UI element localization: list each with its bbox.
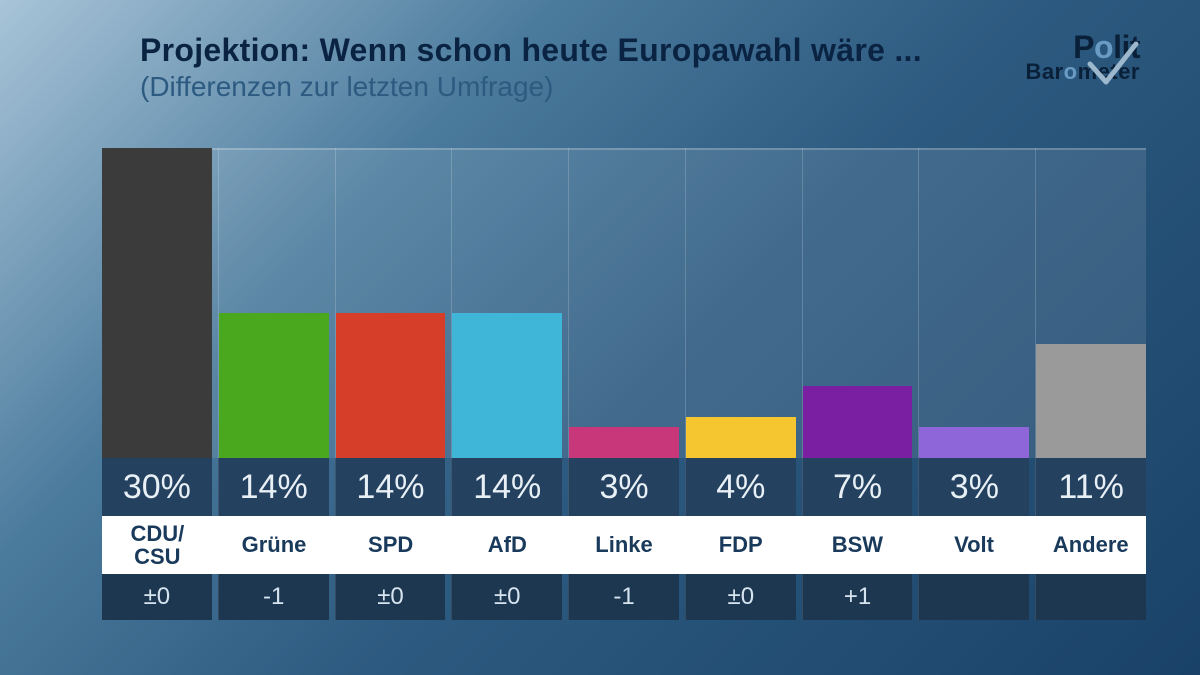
percentage-cell: 30%: [102, 458, 212, 516]
bar-wrap: [102, 148, 212, 458]
bar-wrap: [452, 148, 562, 458]
bar: [569, 427, 679, 458]
percentage-row: 30%14%14%14%3%4%7%3%11%: [102, 458, 1146, 516]
bar-wrap: [569, 148, 679, 458]
difference-cell: +1: [802, 574, 913, 620]
bar-column: [102, 148, 212, 458]
percentage-cell: 7%: [802, 458, 913, 516]
difference-cell: [1035, 574, 1146, 620]
bar-column: [218, 148, 329, 458]
bar-wrap: [803, 148, 913, 458]
party-name-cell: FDP: [685, 516, 796, 574]
logo-text: o: [1064, 59, 1078, 84]
party-name-cell: Grüne: [219, 516, 330, 574]
bar: [336, 313, 446, 458]
party-name-cell: SPD: [335, 516, 446, 574]
bars-area: [102, 148, 1146, 458]
title-block: Projektion: Wenn schon heute Europawahl …: [140, 32, 922, 103]
party-name-cell: CDU/ CSU: [102, 516, 213, 574]
bar-chart: 30%14%14%14%3%4%7%3%11% CDU/ CSUGrüneSPD…: [102, 148, 1146, 620]
percentage-cell: 14%: [451, 458, 562, 516]
bar-column: [568, 148, 679, 458]
percentage-cell: 14%: [218, 458, 329, 516]
bar-wrap: [336, 148, 446, 458]
difference-cell: ±0: [102, 574, 212, 620]
logo-text: Bar: [1025, 59, 1063, 84]
difference-row: ±0-1±0±0-1±0+1: [102, 574, 1146, 620]
difference-cell: ±0: [685, 574, 796, 620]
percentage-cell: 11%: [1035, 458, 1146, 516]
bar-column: [918, 148, 1029, 458]
bar-wrap: [219, 148, 329, 458]
difference-cell: [918, 574, 1029, 620]
percentage-cell: 3%: [918, 458, 1029, 516]
bar: [102, 148, 212, 458]
party-name-cell: Linke: [569, 516, 680, 574]
bar: [452, 313, 562, 458]
chart-header: Projektion: Wenn schon heute Europawahl …: [140, 32, 1140, 103]
difference-cell: -1: [218, 574, 329, 620]
chart-title: Projektion: Wenn schon heute Europawahl …: [140, 32, 922, 69]
bar-wrap: [919, 148, 1029, 458]
party-name-cell: BSW: [802, 516, 913, 574]
bar: [219, 313, 329, 458]
difference-cell: ±0: [451, 574, 562, 620]
politbarometer-logo: Polit Barometer: [1025, 32, 1140, 83]
bar-column: [451, 148, 562, 458]
party-name-cell: AfD: [452, 516, 563, 574]
bar-wrap: [686, 148, 796, 458]
bar-column: [802, 148, 913, 458]
party-name-row: CDU/ CSUGrüneSPDAfDLinkeFDPBSWVoltAndere: [102, 516, 1146, 574]
logo-checkmark-icon: [1082, 38, 1142, 94]
bar: [919, 427, 1029, 458]
percentage-cell: 14%: [335, 458, 446, 516]
percentage-cell: 3%: [568, 458, 679, 516]
party-name-cell: Volt: [919, 516, 1030, 574]
party-name-cell: Andere: [1035, 516, 1146, 574]
difference-cell: -1: [568, 574, 679, 620]
chart-subtitle: (Differenzen zur letzten Umfrage): [140, 71, 922, 103]
bar: [803, 386, 913, 458]
bar-wrap: [1036, 148, 1146, 458]
bar: [1036, 344, 1146, 458]
bar-column: [335, 148, 446, 458]
bar: [686, 417, 796, 458]
bar-column: [685, 148, 796, 458]
percentage-cell: 4%: [685, 458, 796, 516]
bar-column: [1035, 148, 1146, 458]
difference-cell: ±0: [335, 574, 446, 620]
